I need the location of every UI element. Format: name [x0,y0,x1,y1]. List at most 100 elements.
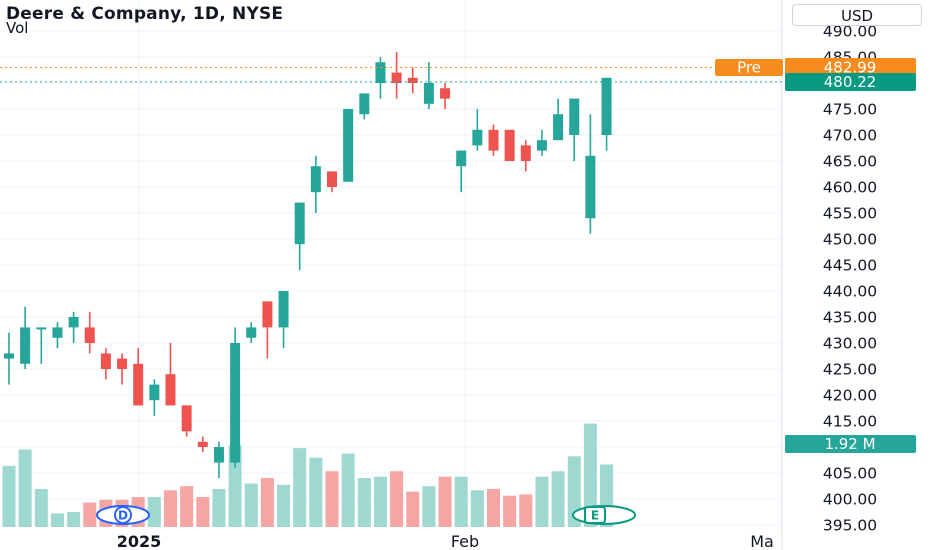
y-tick-label: 405.00 [823,465,877,483]
volume-bar [583,423,597,527]
candle[interactable] [52,322,63,349]
candle[interactable] [553,98,564,141]
candle[interactable] [117,353,128,385]
candle[interactable] [440,83,451,109]
pre-market-badge: Pre 482.99 [715,58,916,77]
candle[interactable] [423,62,434,109]
candle-body [569,98,580,135]
candle[interactable] [520,140,531,172]
volume-bar [260,478,274,527]
candle[interactable] [375,57,386,99]
candle-body [68,317,79,328]
chart-title: Deere & Company, 1D, NYSE [6,4,284,24]
price-lines [0,66,782,83]
price-axis[interactable]: 490.00485.00480.00475.00470.00465.00460.… [823,23,877,535]
pre-market-price: 482.99 [824,59,877,77]
volume-bar [357,478,371,527]
candle-body [230,343,241,463]
candle[interactable] [133,348,144,406]
earnings-event-label: E [591,509,599,523]
candle[interactable] [472,109,483,151]
candle[interactable] [68,311,79,343]
candle[interactable] [391,51,402,99]
volume-bar [228,445,242,527]
candle-body [246,327,257,338]
candle[interactable] [4,332,14,385]
volume-bar [147,497,161,527]
candle-body [149,384,160,401]
volume-bar [164,490,177,527]
volume-bar [438,476,452,527]
candle[interactable] [488,124,499,156]
candle[interactable] [230,327,241,468]
volume-bar [34,488,48,527]
candle-body [278,291,289,328]
volume-badge: 1.92 M [785,435,916,453]
y-tick-label: 450.00 [823,231,877,249]
candlestick-series [4,51,612,479]
candle[interactable] [407,67,418,94]
dividend-event-marker[interactable]: D [96,505,150,525]
candle[interactable] [359,93,370,120]
volume-bar [519,494,533,527]
candle[interactable] [197,436,208,453]
candle[interactable] [100,348,111,380]
volume-bar [67,512,81,527]
candle-body [585,155,596,219]
candle-body [601,77,612,135]
candle[interactable] [294,202,305,271]
candle-body [213,447,224,463]
candle-body [181,405,192,432]
candle[interactable] [181,405,192,437]
candle[interactable] [246,322,257,343]
y-tick-label: 400.00 [823,491,877,509]
candle[interactable] [149,379,160,416]
volume-bar [535,476,549,527]
candle-body [407,77,418,83]
candle[interactable] [310,155,321,213]
volume-bar [83,502,97,527]
candle[interactable] [165,343,176,406]
volume-bars [2,423,614,527]
candle[interactable] [504,129,515,161]
volume-bar [180,486,194,527]
candle[interactable] [585,114,596,234]
candle-body [536,140,547,151]
candle-body [520,145,531,161]
volume-bar [2,465,16,527]
candle-body [488,129,499,151]
candle[interactable] [20,306,31,369]
candle-body [343,109,354,182]
price-badges: Pre 482.99 480.22 1.92 M [715,58,916,453]
currency-selector[interactable]: USD [792,4,922,26]
candle[interactable] [569,98,580,161]
candle[interactable] [84,311,95,354]
candle-body [36,327,47,330]
y-tick-label: 420.00 [823,387,877,405]
x-tick-label: 2025 [117,532,162,550]
earnings-event-marker[interactable]: E [572,505,636,525]
y-tick-label: 395.00 [823,517,877,535]
candle[interactable] [456,150,467,193]
candle[interactable] [262,301,273,359]
candle[interactable] [36,327,47,364]
volume-bar [244,483,258,527]
last-price-badge: 480.22 [785,73,916,91]
candle-body [4,353,14,359]
candle-body [84,327,95,343]
time-axis[interactable]: 2025 Feb Ma [117,532,774,550]
volume-bar [422,486,436,527]
x-tick-label: Ma [750,532,774,550]
candle-body [165,374,176,406]
y-tick-label: 460.00 [823,179,877,197]
candle[interactable] [536,129,547,156]
volume-bar [470,490,484,527]
y-tick-label: 470.00 [823,127,877,145]
candle[interactable] [327,171,337,193]
candle-body [100,353,111,369]
candle[interactable] [213,441,224,479]
candle[interactable] [343,109,354,182]
candle[interactable] [601,77,612,151]
candle[interactable] [278,291,289,349]
